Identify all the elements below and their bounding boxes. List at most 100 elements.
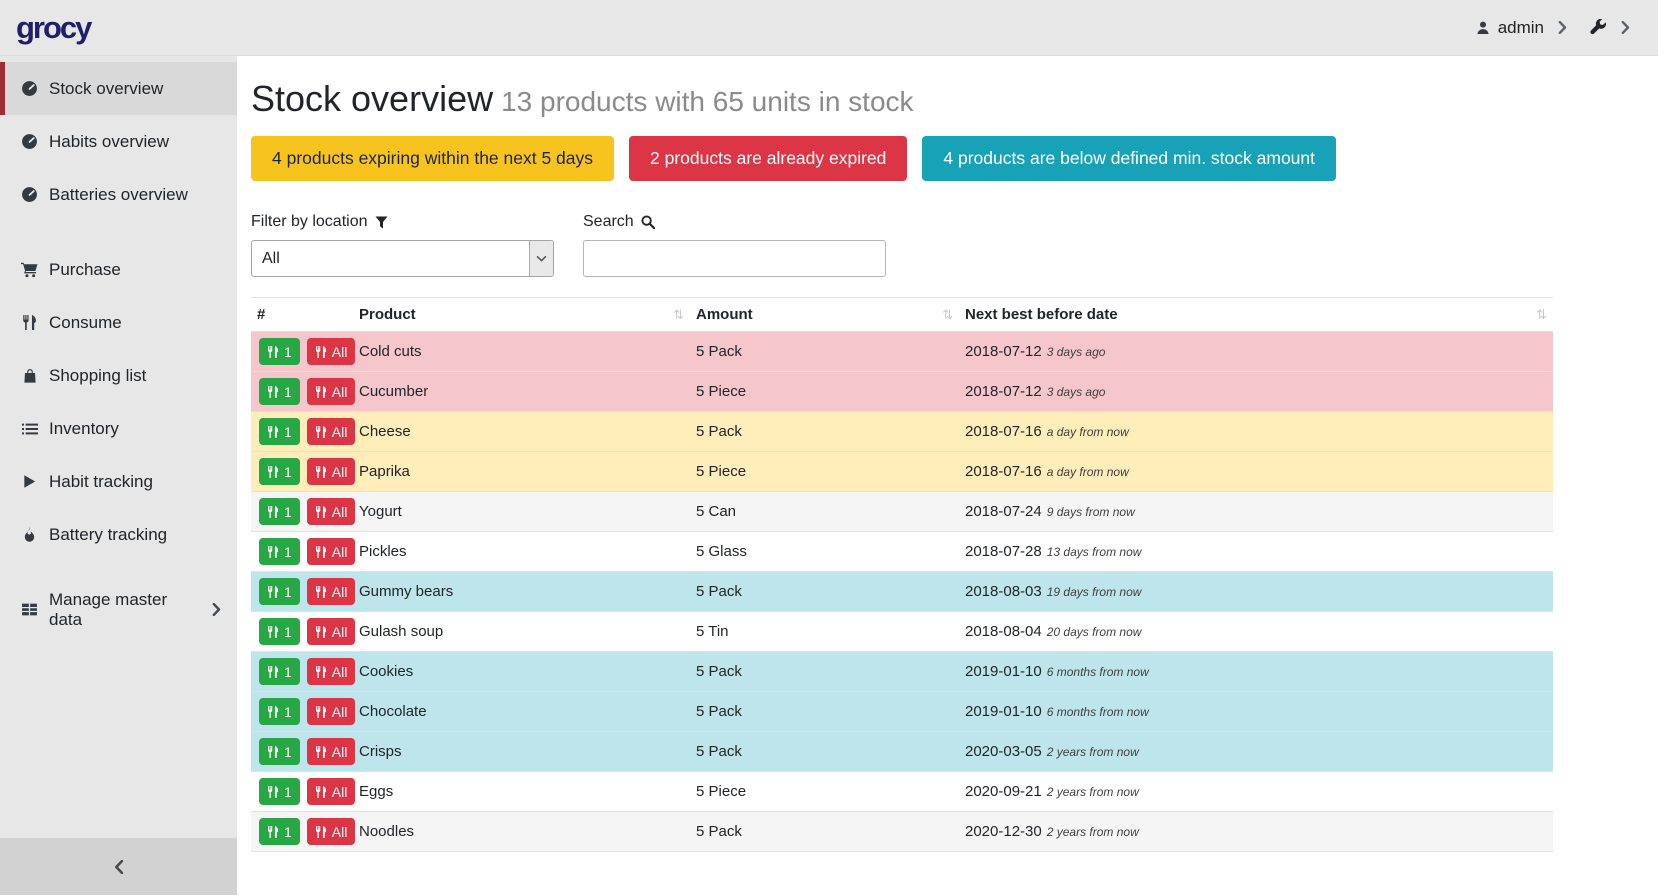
consume-all-button[interactable]: All (307, 578, 356, 605)
sort-icon[interactable]: ⇅ (1536, 307, 1547, 323)
sidebar-item-habits-overview[interactable]: Habits overview (0, 115, 237, 168)
sidebar-item-battery-tracking[interactable]: Battery tracking (0, 508, 237, 561)
consume-one-button[interactable]: 1 (259, 658, 300, 685)
consume-all-label: All (332, 384, 348, 400)
sidebar-collapse-button[interactable] (0, 838, 237, 895)
sort-icon[interactable]: ⇅ (942, 307, 953, 323)
consume-all-button[interactable]: All (307, 658, 356, 685)
alert-below-min-stock-button[interactable]: 4 products are below defined min. stock … (922, 136, 1336, 181)
utensils-icon (267, 826, 279, 838)
consume-one-button[interactable]: 1 (259, 738, 300, 765)
consume-all-button[interactable]: All (307, 738, 356, 765)
product-name: Eggs (353, 772, 690, 812)
sort-icon[interactable]: ⇅ (673, 307, 684, 323)
consume-one-label: 1 (284, 504, 292, 520)
consume-all-label: All (332, 504, 348, 520)
amount: 5 Pack (690, 572, 959, 612)
alert-expired-button[interactable]: 2 products are already expired (629, 136, 907, 181)
sidebar-item-inventory[interactable]: Inventory (0, 402, 237, 455)
utensils-icon (267, 666, 279, 678)
user-menu-chevron-icon[interactable] (1558, 21, 1567, 34)
consume-one-button[interactable]: 1 (259, 378, 300, 405)
utensils-icon (267, 546, 279, 558)
main-content: Stock overview13 products with 65 units … (237, 56, 1658, 895)
location-select[interactable]: All (251, 240, 554, 277)
utensils-icon (315, 506, 327, 518)
consume-one-button[interactable]: 1 (259, 818, 300, 845)
relative-time: 2 years from now (1047, 785, 1139, 799)
relative-time: 6 months from now (1047, 705, 1149, 719)
amount: 5 Pack (690, 652, 959, 692)
consume-all-label: All (332, 464, 348, 480)
utensils-icon (267, 586, 279, 598)
user-name: admin (1498, 18, 1544, 38)
consume-one-button[interactable]: 1 (259, 498, 300, 525)
consume-one-label: 1 (284, 704, 292, 720)
page-title-text: Stock overview (251, 78, 493, 119)
sidebar-item-batteries-overview[interactable]: Batteries overview (0, 168, 237, 221)
consume-all-button[interactable]: All (307, 818, 356, 845)
consume-one-button[interactable]: 1 (259, 418, 300, 445)
consume-one-button[interactable]: 1 (259, 698, 300, 725)
user-menu[interactable]: admin (1475, 18, 1544, 38)
table-row: 1 All Gummy bears 5 Pack 2018-08-0319 da… (251, 572, 1553, 612)
consume-one-button[interactable]: 1 (259, 338, 300, 365)
product-name: Cold cuts (353, 332, 690, 372)
consume-all-button[interactable]: All (307, 338, 356, 365)
sidebar-item-label: Purchase (49, 260, 121, 280)
column-header-amount[interactable]: Amount⇅ (690, 298, 959, 332)
table-row: 1 All Noodles 5 Pack 2020-12-302 years f… (251, 812, 1553, 852)
consume-all-button[interactable]: All (307, 498, 356, 525)
consume-all-label: All (332, 584, 348, 600)
consume-all-button[interactable]: All (307, 618, 356, 645)
consume-all-button[interactable]: All (307, 458, 356, 485)
best-before-date: 2018-08-04 (965, 623, 1042, 640)
consume-one-button[interactable]: 1 (259, 778, 300, 805)
sidebar-item-purchase[interactable]: Purchase (0, 243, 237, 296)
sidebar-item-label: Shopping list (49, 366, 146, 386)
alert-expiring-button[interactable]: 4 products expiring within the next 5 da… (251, 136, 614, 181)
flame-icon (20, 527, 39, 542)
sidebar-item-habit-tracking[interactable]: Habit tracking (0, 455, 237, 508)
consume-all-button[interactable]: All (307, 778, 356, 805)
consume-one-button[interactable]: 1 (259, 578, 300, 605)
utensils-icon (267, 786, 279, 798)
sidebar-item-manage-master-data[interactable]: Manage master data (0, 583, 237, 636)
search-input[interactable] (583, 240, 886, 277)
settings-menu-chevron-icon[interactable] (1621, 21, 1630, 34)
utensils-icon (315, 746, 327, 758)
consume-one-button[interactable]: 1 (259, 618, 300, 645)
sidebar-item-shopping-list[interactable]: Shopping list (0, 349, 237, 402)
product-name: Pickles (353, 532, 690, 572)
table-icon (20, 601, 39, 618)
consume-all-button[interactable]: All (307, 378, 356, 405)
relative-time: 3 days ago (1047, 385, 1106, 399)
consume-all-button[interactable]: All (307, 698, 356, 725)
gauge-icon (20, 133, 39, 150)
column-header-product[interactable]: Product⇅ (353, 298, 690, 332)
consume-one-button[interactable]: 1 (259, 458, 300, 485)
relative-time: 2 years from now (1047, 745, 1139, 759)
best-before-date: 2018-07-12 (965, 343, 1042, 360)
alert-buttons: 4 products expiring within the next 5 da… (251, 136, 1658, 181)
utensils-icon (267, 466, 279, 478)
utensils-icon (315, 826, 327, 838)
chevron-left-icon (114, 860, 124, 874)
search-icon (641, 215, 655, 229)
amount: 5 Piece (690, 772, 959, 812)
grocy-logo[interactable]: grocy (16, 10, 90, 46)
relative-time: 9 days from now (1047, 505, 1135, 519)
filter-location-label: Filter by location (251, 213, 554, 231)
sidebar-item-label: Habits overview (49, 132, 169, 152)
sidebar-item-consume[interactable]: Consume (0, 296, 237, 349)
sidebar-item-stock-overview[interactable]: Stock overview (0, 62, 237, 115)
column-header-best-before[interactable]: Next best before date⇅ (959, 298, 1553, 332)
settings-wrench-icon[interactable] (1589, 19, 1607, 37)
consume-one-button[interactable]: 1 (259, 538, 300, 565)
sidebar-item-label: Batteries overview (49, 185, 188, 205)
consume-all-button[interactable]: All (307, 538, 356, 565)
relative-time: 3 days ago (1047, 345, 1106, 359)
consume-one-label: 1 (284, 424, 292, 440)
column-header-number[interactable]: # (251, 298, 353, 332)
consume-all-button[interactable]: All (307, 418, 356, 445)
